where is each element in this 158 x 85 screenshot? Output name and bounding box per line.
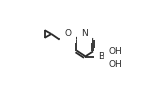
Text: OH: OH xyxy=(109,60,122,69)
Text: N: N xyxy=(81,29,88,39)
Text: B: B xyxy=(98,52,105,61)
Text: O: O xyxy=(64,29,71,39)
Text: OH: OH xyxy=(109,47,122,56)
